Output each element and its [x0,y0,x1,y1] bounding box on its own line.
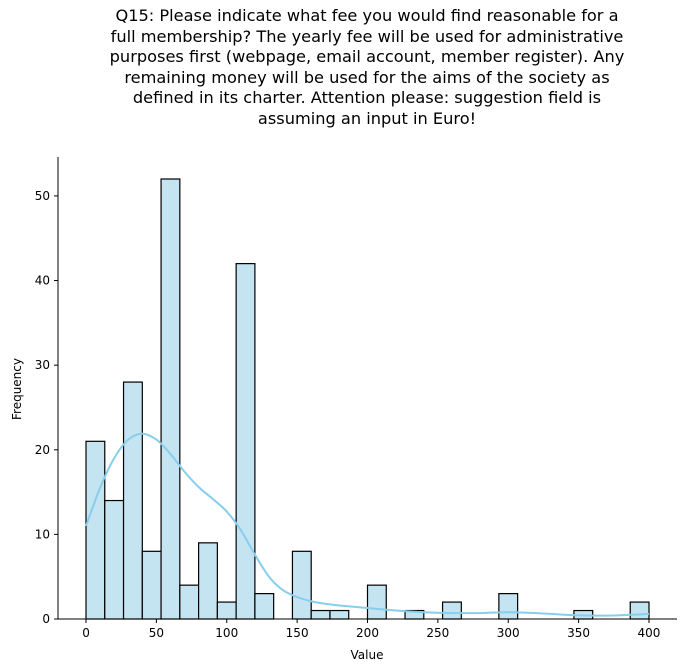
x-tick-label: 150 [286,626,309,640]
histogram-bar [329,609,350,620]
histogram-bar [141,550,162,620]
y-tick-label: 50 [35,189,50,203]
histogram-bar [85,440,106,620]
chart-title-line: defined in its charter. Attention please… [132,88,602,107]
x-axis-ticks: 0 50 100 150 200 250 300 350 400 [82,619,660,640]
y-tick-label: 30 [35,358,50,372]
histogram-bar [291,550,312,620]
x-tick-label: 250 [426,626,449,640]
x-tick-label: 100 [215,626,238,640]
y-tick-label: 10 [35,527,50,541]
chart-title-line: purposes first (webpage, email account, … [109,47,625,66]
histogram-bar [254,593,275,620]
kde-curve [85,432,650,617]
y-tick-label: 40 [35,274,50,288]
histogram-bar [498,593,519,620]
axes [57,157,677,620]
y-tick-label: 20 [35,443,50,457]
histogram-bar [122,381,143,620]
x-tick-label: 300 [497,626,520,640]
chart-title-line: Q15: Please indicate what fee you would … [115,6,619,25]
x-tick-label: 350 [567,626,590,640]
chart-title-line: remaining money will be used for the aim… [124,67,610,87]
histogram-bar [104,499,125,620]
histogram-bars [85,178,650,620]
histogram-bar [629,601,650,620]
chart-title-line: full membership? The yearly fee will be … [110,26,624,46]
histogram-bar [441,601,462,620]
x-tick-label: 400 [638,626,661,640]
histogram-bar [235,263,256,620]
histogram-bar [179,584,200,620]
histogram-bar [366,584,387,620]
y-axis-ticks: 0 10 20 30 40 50 [35,189,58,626]
x-axis-label: Value [351,648,384,662]
histogram-bar [216,601,237,620]
y-axis-label: Frequency [10,358,24,420]
x-tick-label: 50 [149,626,164,640]
histogram-bar [160,178,181,620]
x-tick-label: 200 [356,626,379,640]
x-tick-label: 0 [82,626,90,640]
chart-title-line: assuming an input in Euro! [257,108,477,128]
y-tick-label: 0 [42,612,50,626]
histogram-bar [310,609,331,620]
histogram-bar [198,542,218,620]
chart-title: Q15: Please indicate what fee you would … [40,6,686,129]
